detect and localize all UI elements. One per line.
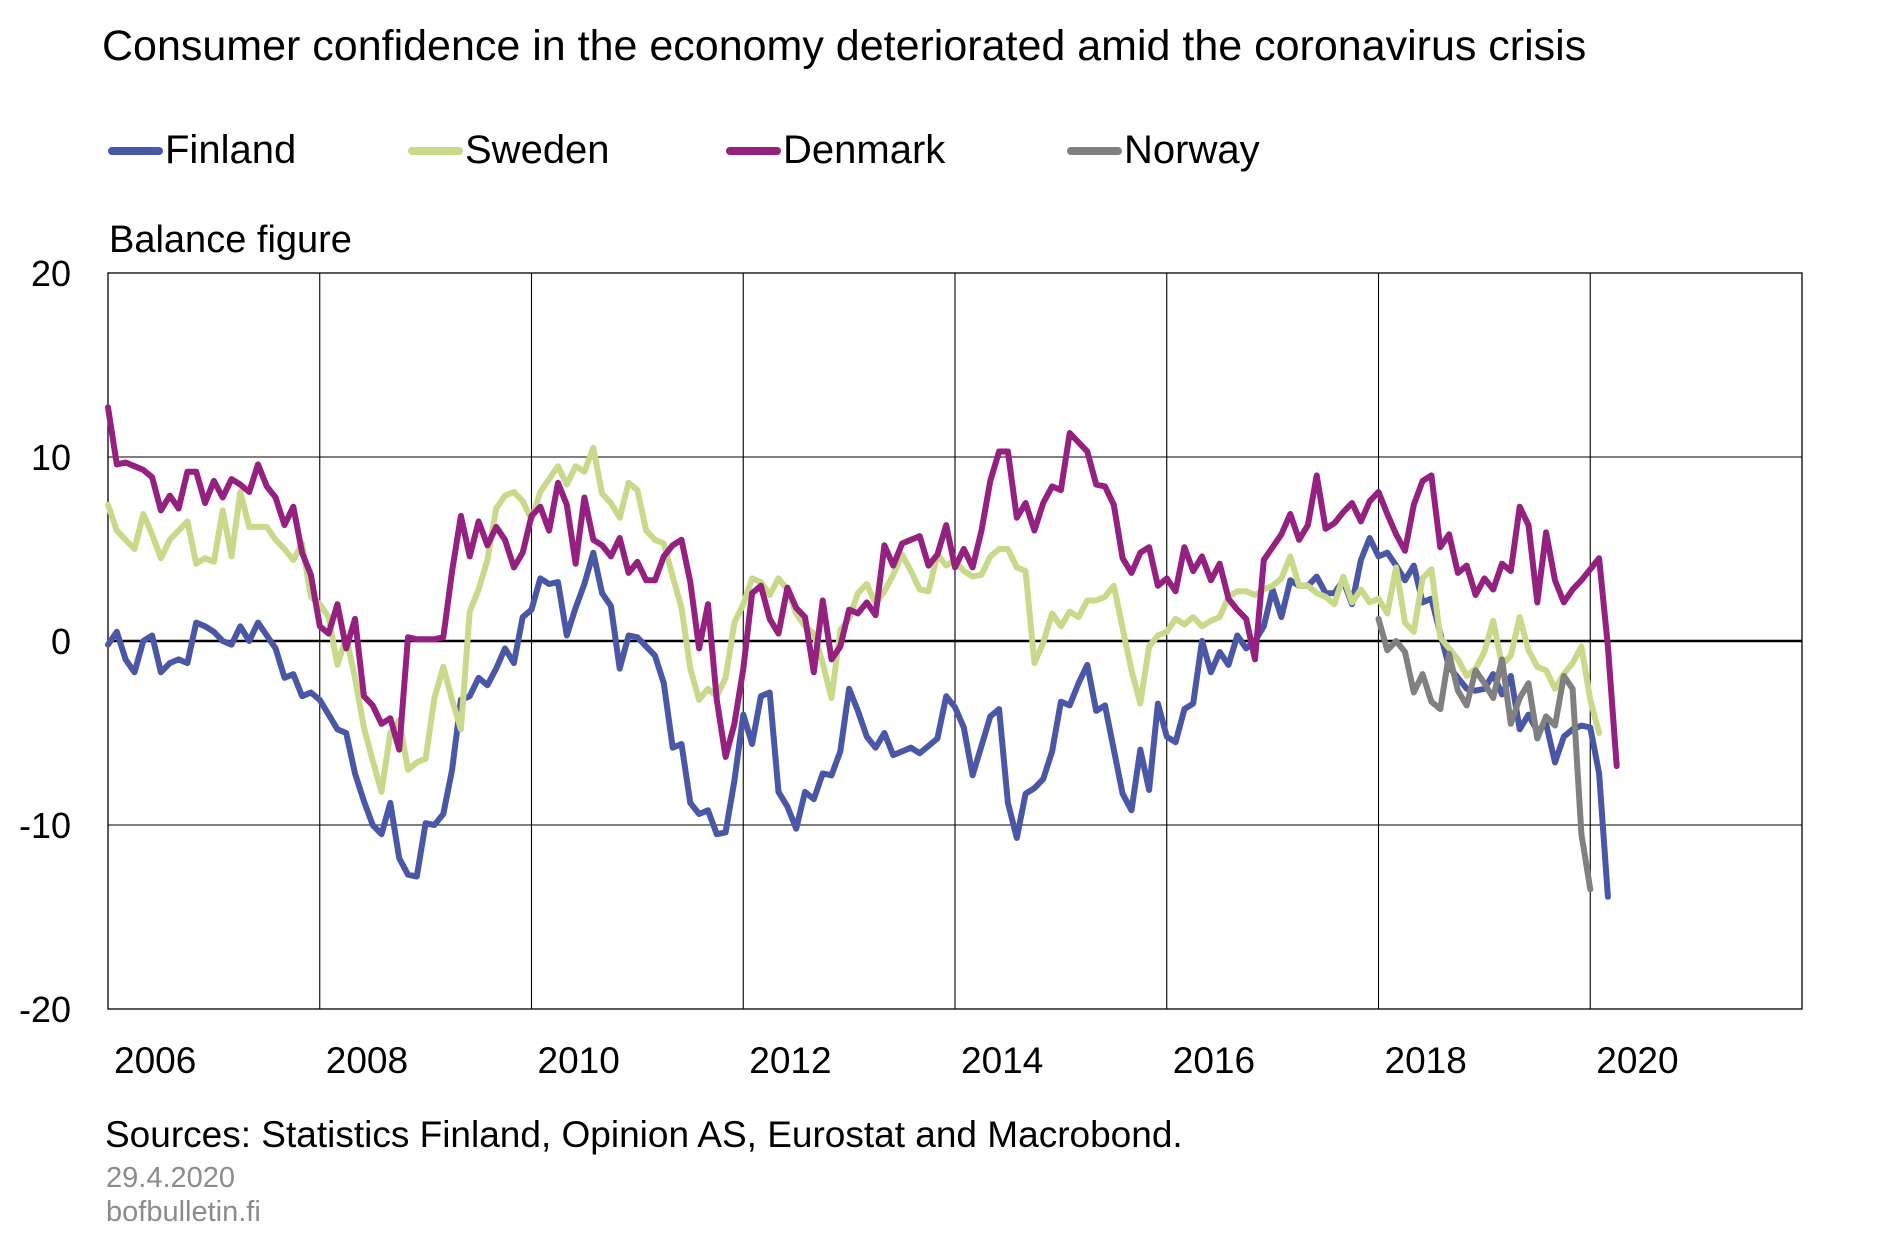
chart-title: Consumer confidence in the economy deter… [102, 22, 1587, 70]
site-name: bofbulletin.fi [106, 1196, 261, 1228]
series-line-sweden [105, 444, 1603, 795]
x-tick-label: 2018 [1385, 1040, 1467, 1081]
x-tick-label: 2012 [749, 1040, 831, 1081]
y-tick-label: 20 [31, 253, 71, 294]
publication-date: 29.4.2020 [106, 1162, 236, 1194]
chart-legend: Finland Sweden Denmark Norway [108, 128, 1608, 184]
legend-item-sweden: Sweden [408, 128, 610, 173]
series-line-finland [105, 535, 1611, 900]
legend-item-finland: Finland [108, 128, 296, 173]
series-line-norway [1375, 615, 1594, 893]
x-tick-label: 2016 [1173, 1040, 1255, 1081]
legend-label-finland: Finland [165, 128, 297, 172]
y-tick-label: -20 [19, 989, 71, 1030]
x-tick-label: 2014 [961, 1040, 1043, 1081]
legend-item-denmark: Denmark [726, 128, 945, 173]
legend-swatch-denmark [726, 146, 781, 155]
legend-swatch-finland [108, 146, 163, 155]
series-line-denmark [105, 404, 1620, 770]
legend-label-denmark: Denmark [783, 128, 946, 172]
x-tick-label: 2020 [1596, 1040, 1678, 1081]
x-tick-label: 2008 [326, 1040, 408, 1081]
y-tick-label: 10 [31, 437, 71, 478]
legend-swatch-norway [1067, 146, 1122, 155]
y-tick-label: 0 [51, 621, 71, 662]
x-tick-label: 2006 [114, 1040, 196, 1081]
y-axis-unit-label: Balance figure [109, 219, 352, 261]
legend-label-sweden: Sweden [465, 128, 610, 172]
legend-label-norway: Norway [1124, 128, 1260, 172]
y-tick-label: -10 [19, 805, 71, 846]
x-tick-label: 2010 [538, 1040, 620, 1081]
legend-item-norway: Norway [1067, 128, 1260, 173]
source-note: Sources: Statistics Finland, Opinion AS,… [105, 1114, 1183, 1155]
legend-swatch-sweden [408, 146, 463, 155]
